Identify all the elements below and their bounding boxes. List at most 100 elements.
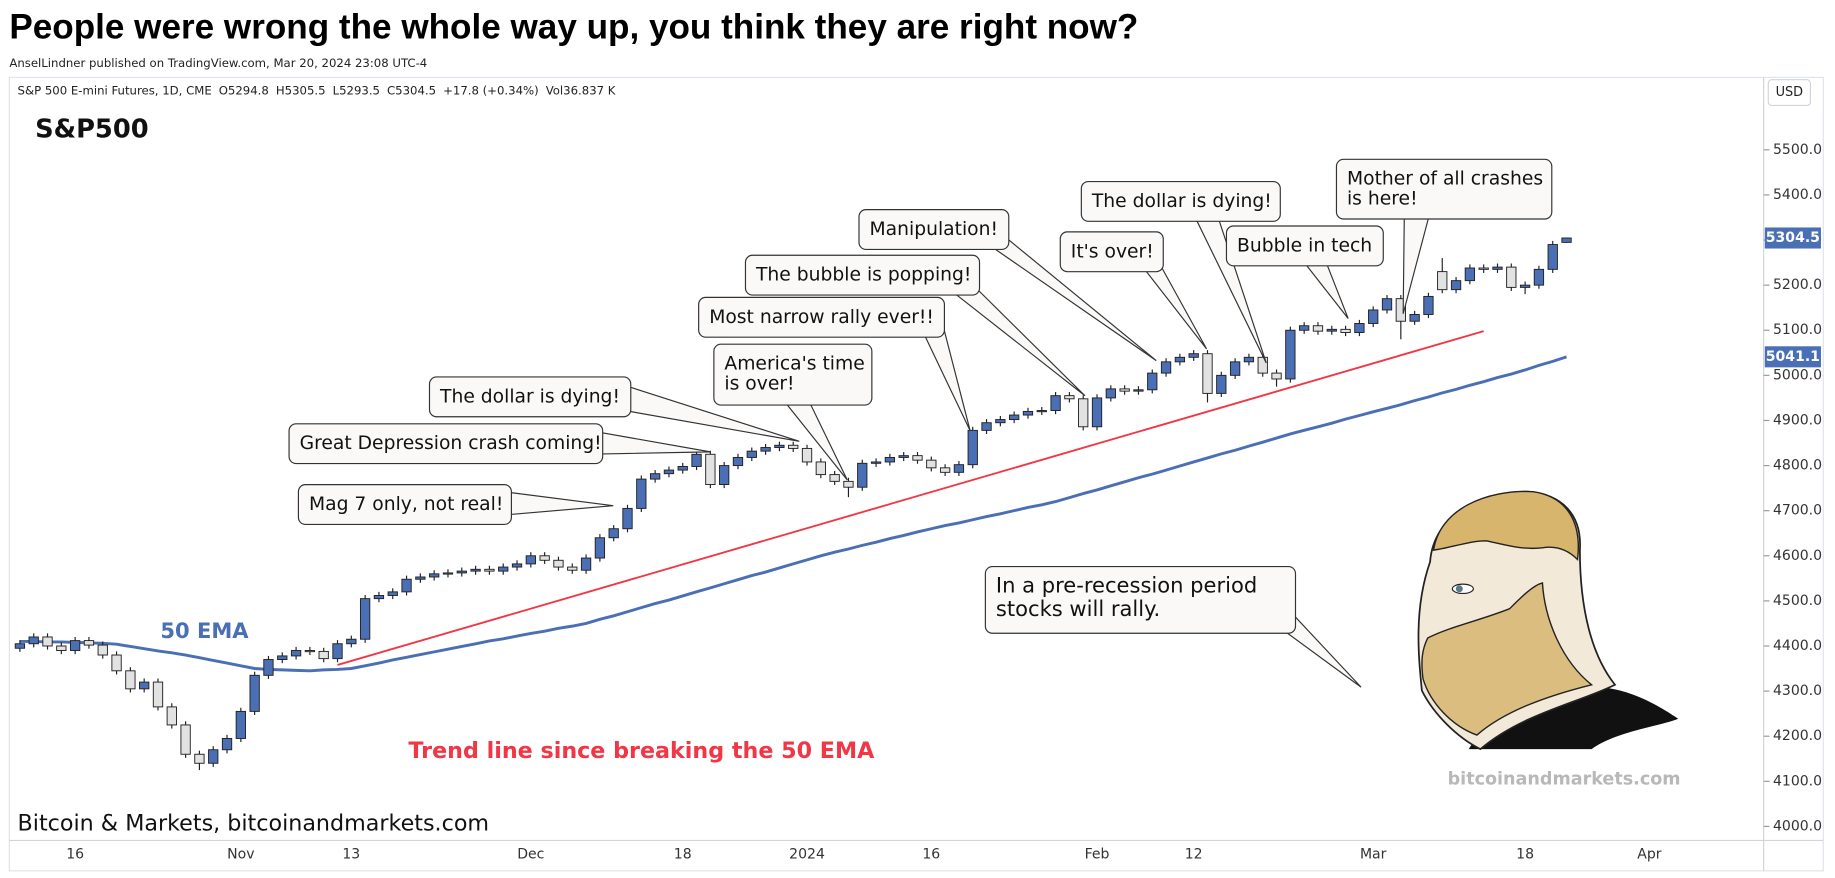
symbol-info: S&P 500 E-mini Futures, 1D, CME O5294.8 H5… bbox=[18, 83, 616, 97]
candle-body bbox=[290, 650, 302, 657]
candle-body bbox=[97, 644, 108, 656]
candle-body bbox=[1340, 328, 1351, 333]
candle-body bbox=[1409, 313, 1420, 322]
candle-body bbox=[774, 444, 785, 448]
symbol-info-item: L5293.5 bbox=[333, 83, 380, 97]
candle-body bbox=[953, 464, 965, 473]
hair bbox=[1432, 490, 1579, 562]
candle-body bbox=[1216, 374, 1227, 394]
candle-body bbox=[125, 670, 136, 690]
candle-body bbox=[359, 598, 371, 640]
candle-body bbox=[1160, 361, 1172, 374]
candle-body bbox=[1174, 356, 1186, 363]
callout-box bbox=[713, 343, 873, 406]
last-price-label-box bbox=[1764, 227, 1821, 249]
candle-body bbox=[1050, 395, 1061, 412]
candle-body bbox=[553, 559, 564, 568]
x-tick-label: 18 bbox=[1516, 846, 1534, 862]
chart-frame bbox=[8, 76, 1824, 872]
x-tick-label: 16 bbox=[922, 846, 940, 862]
callout-text: Manipulation! bbox=[870, 219, 998, 240]
candle-body bbox=[1533, 268, 1545, 286]
callout-text: Mother of all crashes bbox=[1347, 169, 1543, 190]
x-tick-label: Apr bbox=[1637, 846, 1662, 862]
callout-box bbox=[1080, 180, 1281, 222]
callout-text: Mag 7 only, not real! bbox=[309, 494, 503, 515]
candle-body bbox=[1188, 353, 1199, 358]
callout-text: In a pre-recession period bbox=[996, 572, 1257, 597]
callout-box bbox=[1225, 225, 1384, 267]
candle-body bbox=[1368, 309, 1379, 324]
y-tick-label: 5500.0 bbox=[1773, 142, 1822, 158]
trend-line bbox=[337, 330, 1484, 666]
candle-body bbox=[1464, 267, 1476, 282]
candle-body bbox=[28, 636, 39, 645]
candle-body bbox=[580, 557, 592, 571]
iris bbox=[1455, 585, 1463, 593]
candle-body bbox=[1381, 298, 1393, 311]
callout-box bbox=[288, 423, 604, 465]
candle-body bbox=[1229, 361, 1241, 376]
candle-body bbox=[1078, 398, 1089, 428]
beard bbox=[1421, 582, 1594, 736]
callout-text: Most narrow rally ever!! bbox=[709, 307, 934, 328]
candle-body bbox=[622, 507, 633, 530]
candle-body bbox=[719, 465, 730, 485]
callout-text: is over! bbox=[724, 373, 794, 394]
candle-body bbox=[1202, 353, 1213, 394]
candle-body bbox=[1271, 372, 1282, 380]
x-tick-label: 18 bbox=[674, 846, 692, 862]
symbol-info-item: C5304.5 bbox=[387, 83, 436, 97]
subtitle: AnselLindner published on TradingView.co… bbox=[9, 56, 427, 70]
candle-body bbox=[235, 710, 246, 739]
candle-body bbox=[511, 563, 523, 568]
candle-body bbox=[1450, 280, 1462, 291]
candle-body bbox=[1064, 395, 1075, 400]
ema-price-label: 5041.1 bbox=[1766, 349, 1820, 365]
candle-body bbox=[166, 706, 177, 726]
plot-layer bbox=[14, 237, 1572, 771]
candle-body bbox=[14, 643, 26, 649]
x-tick-label: 16 bbox=[66, 846, 84, 862]
callout-box bbox=[1335, 158, 1553, 220]
callout-text: The dollar is dying! bbox=[439, 386, 620, 407]
candle-body bbox=[843, 480, 854, 488]
candle-body bbox=[387, 591, 398, 596]
candle-body bbox=[1119, 388, 1130, 392]
callout-text: It's over! bbox=[1071, 241, 1154, 262]
candle-body bbox=[981, 422, 992, 431]
y-tick-label: 4900.0 bbox=[1773, 412, 1822, 428]
candle-body bbox=[1561, 237, 1572, 243]
callout-text: Bubble in tech bbox=[1237, 235, 1372, 256]
x-tick-label: Mar bbox=[1360, 846, 1387, 862]
callout-text: Great Depression crash coming! bbox=[300, 433, 602, 454]
candle-body bbox=[801, 447, 813, 463]
candle-body bbox=[705, 453, 716, 485]
candle-body bbox=[180, 724, 191, 755]
x-tick-label: Feb bbox=[1085, 846, 1110, 862]
candle-body bbox=[1326, 328, 1337, 332]
y-tick-label: 5100.0 bbox=[1773, 322, 1822, 338]
currency-box[interactable] bbox=[1767, 79, 1812, 107]
candle-body bbox=[139, 681, 150, 690]
candle-body bbox=[111, 654, 122, 672]
y-tick-label: 5400.0 bbox=[1773, 187, 1822, 203]
candle-body bbox=[429, 573, 440, 578]
candle-body bbox=[442, 572, 454, 575]
candle-body bbox=[663, 469, 675, 475]
footer: Bitcoin & Markets, bitcoinandmarkets.com bbox=[18, 811, 490, 837]
x-tick-label: 2024 bbox=[789, 846, 825, 862]
candle-body bbox=[277, 655, 288, 660]
y-tick-label: 4600.0 bbox=[1773, 548, 1822, 564]
x-tick-label: Dec bbox=[517, 846, 544, 862]
candle-body bbox=[1437, 271, 1448, 291]
symbol-info-item: Vol36.837 K bbox=[546, 83, 616, 97]
currency: USD bbox=[1776, 85, 1804, 100]
candle-body bbox=[304, 650, 316, 653]
candle-body bbox=[484, 568, 495, 572]
candle-body bbox=[346, 638, 357, 645]
candle-body bbox=[1423, 295, 1434, 315]
